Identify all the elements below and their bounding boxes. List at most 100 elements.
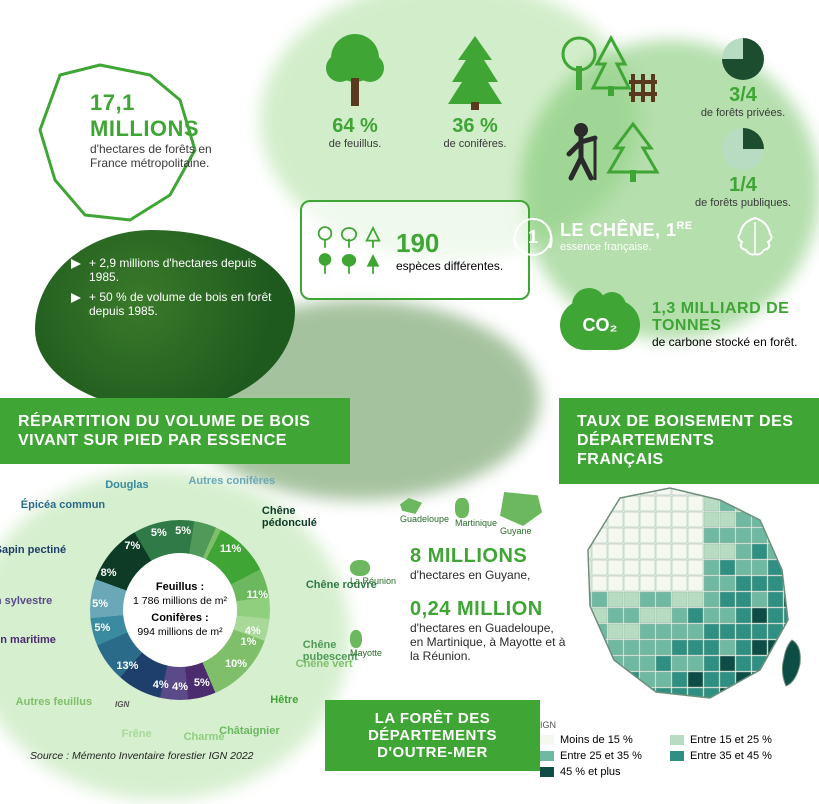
dept-cell (672, 544, 687, 559)
dept-cell (640, 544, 655, 559)
dept-cell (608, 528, 623, 543)
legend-swatch (540, 735, 554, 745)
legend-swatch (670, 735, 684, 745)
dept-cell (592, 480, 607, 495)
dept-cell (608, 544, 623, 559)
dept-cell (736, 560, 751, 575)
dept-cell (560, 560, 575, 575)
dept-cell (592, 544, 607, 559)
france-outline-stat: 17,1 MILLIONS d'hectares de forêts en Fr… (20, 55, 220, 235)
dept-cell (800, 480, 810, 495)
publiques-value: 1/4 (688, 174, 798, 197)
privees-label: de forêts privées. (688, 107, 798, 119)
dept-cell (800, 576, 810, 591)
dom-reunion: La Réunion (350, 560, 396, 586)
dept-cell (704, 688, 719, 703)
donut-slice-pct: 4% (153, 679, 169, 691)
donut-slice-label: Autres conifères (188, 475, 278, 487)
dept-cell (640, 624, 655, 639)
dept-cell (656, 640, 671, 655)
legend-swatch (670, 751, 684, 761)
legend-swatch (540, 767, 554, 777)
oak-leaf-icon (730, 214, 780, 258)
dept-cell (688, 592, 703, 607)
dept-cell (752, 544, 767, 559)
dom-martinique: Martinique (455, 498, 497, 528)
overseas-autres-stat: 0,24 MILLION d'hectares en Guadeloupe, e… (410, 598, 570, 663)
dept-cell (656, 688, 671, 703)
dept-cell (640, 576, 655, 591)
overseas-guyane-stat: 8 MILLIONS d'hectares en Guyane, (410, 545, 560, 582)
dept-cell (640, 704, 655, 710)
dept-cell (784, 480, 799, 495)
dept-cell (608, 560, 623, 575)
donut-slice-pct: 10% (225, 658, 247, 670)
donut-slice-label: Chêne pédonculé (262, 505, 352, 529)
overseas-title: LA FORÊT DES DÉPARTEMENTS D'OUTRE-MER (325, 700, 540, 771)
dept-cell (720, 688, 735, 703)
chene-suffix: RE (677, 220, 693, 232)
dept-cell (736, 704, 751, 710)
dept-cell (736, 528, 751, 543)
dept-cell (736, 576, 751, 591)
dept-cell (672, 560, 687, 575)
dept-cell (704, 608, 719, 623)
mini-tree-grid-icon (316, 226, 384, 274)
dept-cell (784, 544, 799, 559)
dept-cell (624, 544, 639, 559)
dept-cell (784, 688, 799, 703)
hiker-public-forest-icon (555, 118, 665, 188)
co2-stat: CO₂ 1,3 MILLIARD DE TONNES de carbone st… (560, 300, 802, 350)
dept-cell (800, 512, 810, 527)
dept-cell (624, 480, 639, 495)
dept-cell (560, 576, 575, 591)
dept-cell (624, 608, 639, 623)
dept-cell (784, 528, 799, 543)
dept-cell (624, 496, 639, 511)
dept-cell (720, 528, 735, 543)
dept-cell (784, 576, 799, 591)
dept-cell (656, 528, 671, 543)
laurel-1-icon: 1 (510, 214, 556, 260)
dept-cell (704, 560, 719, 575)
dept-cell (624, 512, 639, 527)
coniferes-label: de conifères. (420, 138, 530, 150)
dept-cell (560, 656, 575, 671)
dept-cell (768, 496, 783, 511)
dept-cell (720, 544, 735, 559)
section-bar-left: RÉPARTITION DU VOLUME DE BOIS VIVANT SUR… (0, 398, 350, 464)
dept-cell (656, 704, 671, 710)
donut-slice-label: Épicéa commun (15, 499, 105, 511)
dept-cell (672, 608, 687, 623)
dept-cell (768, 672, 783, 687)
dept-cell (720, 576, 735, 591)
dept-cell (736, 688, 751, 703)
dept-cell (736, 480, 751, 495)
dept-cell (688, 512, 703, 527)
dept-cell (800, 528, 810, 543)
dept-cell (768, 656, 783, 671)
dept-cell (784, 512, 799, 527)
dept-cell (672, 528, 687, 543)
dept-cell (704, 656, 719, 671)
dept-cell (800, 560, 810, 575)
dept-cell (720, 592, 735, 607)
dept-cell (640, 592, 655, 607)
dept-cell (592, 672, 607, 687)
dept-cell (704, 672, 719, 687)
dept-cell (688, 528, 703, 543)
dept-cell (560, 544, 575, 559)
dept-cell (576, 496, 591, 511)
feuillus-value: 64 % (300, 115, 410, 138)
dept-cell (784, 624, 799, 639)
dept-cell (736, 624, 751, 639)
legend-label: Entre 15 et 25 % (690, 734, 772, 746)
coniferes-stat: 36 % de conifères. (420, 30, 530, 150)
dept-cell (768, 688, 783, 703)
dept-cell (752, 656, 767, 671)
dept-cell (656, 512, 671, 527)
dept-cell (688, 576, 703, 591)
dept-cell (608, 624, 623, 639)
dept-cell (576, 624, 591, 639)
dept-cell (608, 704, 623, 710)
